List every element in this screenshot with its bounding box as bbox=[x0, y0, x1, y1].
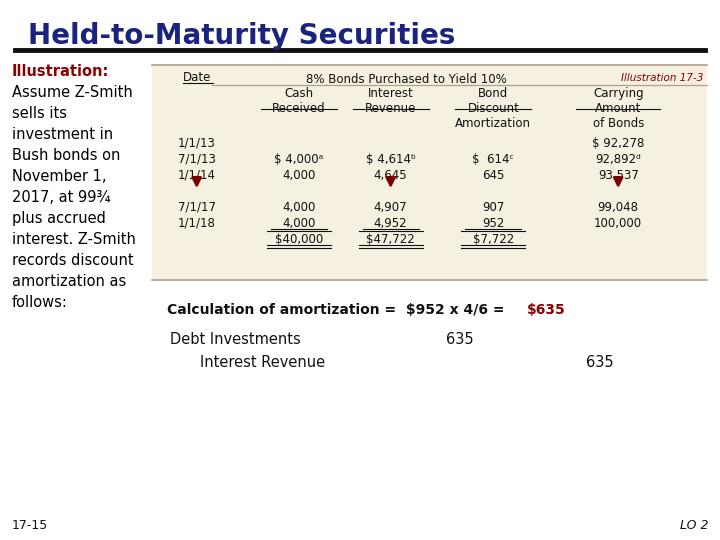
Text: Assume Z-Smith: Assume Z-Smith bbox=[12, 85, 132, 100]
Text: 4,952: 4,952 bbox=[374, 217, 408, 230]
Text: 7/1/17: 7/1/17 bbox=[178, 201, 216, 214]
Text: 93,537: 93,537 bbox=[598, 169, 639, 182]
Text: 4,000: 4,000 bbox=[282, 217, 316, 230]
Text: $40,000: $40,000 bbox=[275, 233, 323, 246]
Text: 4,907: 4,907 bbox=[374, 201, 408, 214]
Text: 635: 635 bbox=[586, 355, 614, 370]
Text: 645: 645 bbox=[482, 169, 505, 182]
Text: 2017, at 99¾: 2017, at 99¾ bbox=[12, 190, 111, 205]
Text: 1/1/14: 1/1/14 bbox=[178, 169, 216, 182]
Text: Carrying
Amount
of Bonds: Carrying Amount of Bonds bbox=[593, 87, 644, 130]
Text: Calculation of amortization =  $952 x 4/6 =: Calculation of amortization = $952 x 4/6… bbox=[167, 303, 509, 317]
Text: 635: 635 bbox=[446, 332, 474, 347]
Text: 99,048: 99,048 bbox=[598, 201, 639, 214]
Text: investment in: investment in bbox=[12, 127, 113, 142]
Text: 907: 907 bbox=[482, 201, 505, 214]
Text: $7,722: $7,722 bbox=[473, 233, 514, 246]
Text: $ 4,000ᵃ: $ 4,000ᵃ bbox=[274, 153, 324, 166]
Text: 4,645: 4,645 bbox=[374, 169, 408, 182]
Text: amortization as: amortization as bbox=[12, 274, 126, 289]
Text: $ 4,614ᵇ: $ 4,614ᵇ bbox=[366, 153, 415, 166]
Text: 1/1/13: 1/1/13 bbox=[178, 137, 216, 150]
Text: Date: Date bbox=[183, 71, 211, 84]
Text: Interest
Revenue: Interest Revenue bbox=[365, 87, 416, 115]
Text: interest. Z-Smith: interest. Z-Smith bbox=[12, 232, 136, 247]
Text: Debt Investments: Debt Investments bbox=[170, 332, 301, 347]
Text: LO 2: LO 2 bbox=[680, 519, 708, 532]
Text: 100,000: 100,000 bbox=[594, 217, 642, 230]
Text: November 1,: November 1, bbox=[12, 169, 107, 184]
Text: Bush bonds on: Bush bonds on bbox=[12, 148, 120, 163]
Text: Bond
Discount
Amortization: Bond Discount Amortization bbox=[455, 87, 531, 130]
FancyBboxPatch shape bbox=[152, 65, 707, 280]
Text: 92,892ᵈ: 92,892ᵈ bbox=[595, 153, 641, 166]
Text: Illustration 17-3: Illustration 17-3 bbox=[621, 73, 703, 83]
Text: 4,000: 4,000 bbox=[282, 201, 316, 214]
Text: Cash
Received: Cash Received bbox=[272, 87, 326, 115]
Text: 1/1/18: 1/1/18 bbox=[178, 217, 216, 230]
Text: $635: $635 bbox=[527, 303, 566, 317]
Text: follows:: follows: bbox=[12, 295, 68, 310]
Text: records discount: records discount bbox=[12, 253, 134, 268]
Text: Interest Revenue: Interest Revenue bbox=[200, 355, 325, 370]
Text: $  614ᶜ: $ 614ᶜ bbox=[472, 153, 514, 166]
Text: Illustration:: Illustration: bbox=[12, 64, 109, 79]
Text: $47,722: $47,722 bbox=[366, 233, 415, 246]
Text: sells its: sells its bbox=[12, 106, 67, 121]
Text: 7/1/13: 7/1/13 bbox=[178, 153, 216, 166]
Text: 17-15: 17-15 bbox=[12, 519, 48, 532]
Text: Held-to-Maturity Securities: Held-to-Maturity Securities bbox=[28, 22, 455, 50]
Text: 952: 952 bbox=[482, 217, 505, 230]
Text: $ 92,278: $ 92,278 bbox=[592, 137, 644, 150]
Text: 8% Bonds Purchased to Yield 10%: 8% Bonds Purchased to Yield 10% bbox=[306, 73, 507, 86]
Text: 4,000: 4,000 bbox=[282, 169, 316, 182]
Text: plus accrued: plus accrued bbox=[12, 211, 106, 226]
